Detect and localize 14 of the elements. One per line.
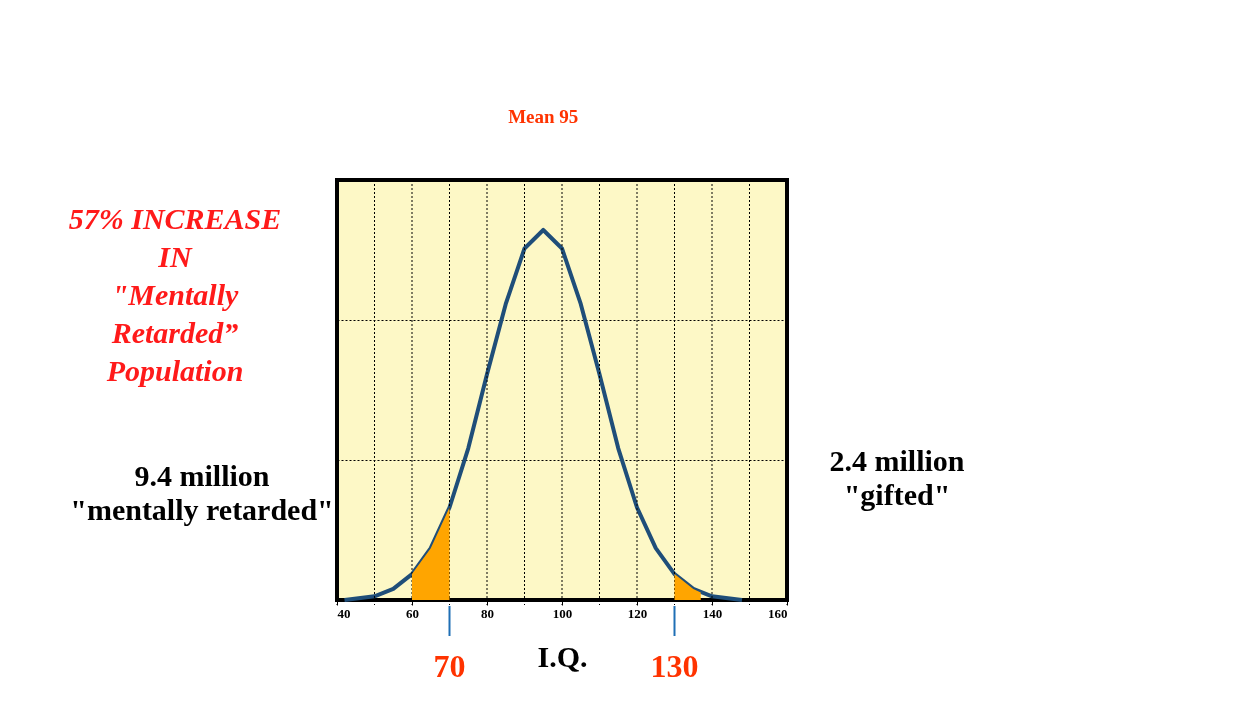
x-tick-label: 60 — [406, 605, 419, 621]
x-tick-label: 140 — [702, 605, 723, 621]
x-tick-label: 40 — [337, 605, 351, 621]
text: 9.4 million "mentally retarded" — [70, 459, 334, 526]
x-tick-label: 160 — [768, 605, 788, 621]
text: 57% INCREASE IN "Mentally Retarded” Population — [68, 202, 282, 387]
text: Mean 95 — [508, 106, 579, 127]
x-axis-title: I.Q. — [537, 639, 588, 673]
ref-line-label: 70 — [433, 648, 466, 684]
text: 2.4 million "gifted" — [829, 444, 965, 511]
x-tick-label: 120 — [627, 605, 648, 621]
x-tick-label: 100 — [552, 605, 573, 621]
x-tick-label: 80 — [481, 605, 494, 621]
ref-line-label: 130 — [650, 648, 699, 684]
